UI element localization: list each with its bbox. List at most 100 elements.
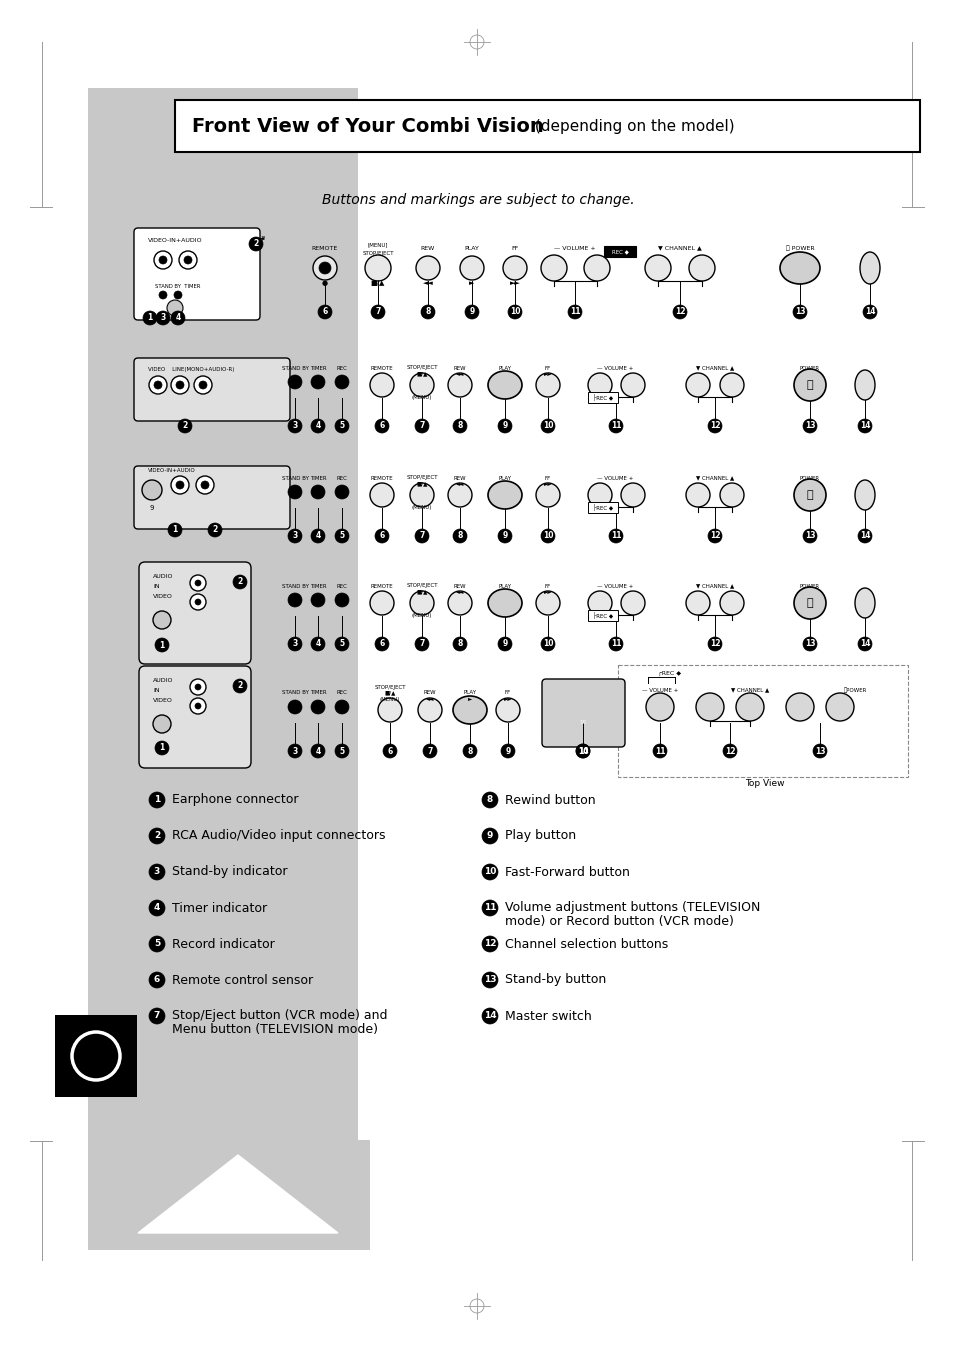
Text: REW: REW [454, 476, 466, 480]
Ellipse shape [488, 481, 521, 510]
Circle shape [481, 972, 497, 988]
Text: PLAY: PLAY [498, 476, 511, 480]
Text: 12: 12 [674, 307, 684, 317]
Circle shape [193, 376, 212, 394]
Polygon shape [138, 1155, 337, 1233]
Text: FF: FF [504, 690, 511, 696]
Circle shape [370, 373, 394, 398]
Circle shape [168, 523, 182, 537]
Circle shape [645, 693, 673, 721]
Circle shape [149, 864, 165, 880]
Text: REC: REC [336, 690, 347, 696]
Circle shape [179, 251, 196, 270]
Text: TIMER: TIMER [310, 476, 326, 480]
Circle shape [685, 590, 709, 615]
Text: — VOLUME +: — VOLUME + [597, 365, 633, 371]
Text: ►: ► [469, 280, 475, 286]
Text: 12: 12 [709, 531, 720, 541]
Text: 8: 8 [467, 747, 472, 755]
Text: REMOTE: REMOTE [371, 365, 393, 371]
Circle shape [335, 528, 349, 543]
Text: ►►: ►► [543, 372, 552, 376]
Text: ●: ● [321, 280, 328, 286]
Circle shape [857, 419, 871, 433]
Circle shape [288, 593, 302, 607]
Circle shape [311, 419, 325, 433]
Circle shape [311, 528, 325, 543]
Circle shape [149, 1008, 165, 1024]
Text: ⏻: ⏻ [806, 380, 813, 390]
Circle shape [793, 586, 825, 619]
Text: 1: 1 [159, 744, 165, 752]
Text: RCA Audio/Video input connectors: RCA Audio/Video input connectors [172, 829, 385, 842]
Ellipse shape [488, 589, 521, 617]
Text: Front View of Your Combi Vision: Front View of Your Combi Vision [192, 116, 543, 136]
Text: STOP/EJECT: STOP/EJECT [362, 251, 394, 256]
Circle shape [576, 744, 589, 758]
Circle shape [644, 255, 670, 280]
Text: 4: 4 [315, 639, 320, 648]
Text: 10: 10 [578, 747, 588, 755]
Circle shape [422, 744, 436, 758]
Text: PLAY: PLAY [498, 365, 511, 371]
Bar [88, 88, 357, 1233]
Bar [587, 611, 618, 621]
Text: 9: 9 [469, 307, 475, 317]
Circle shape [540, 638, 555, 651]
Text: Stop/Eject button (VCR mode) and: Stop/Eject button (VCR mode) and [172, 1010, 387, 1023]
Text: 13: 13 [794, 307, 804, 317]
Text: 6: 6 [379, 422, 384, 430]
Circle shape [382, 744, 396, 758]
Text: mode) or Record button (VCR mode): mode) or Record button (VCR mode) [504, 915, 733, 929]
Circle shape [502, 256, 526, 280]
Text: ◄◄: ◄◄ [425, 697, 434, 701]
Circle shape [153, 251, 172, 270]
Circle shape [149, 793, 165, 807]
Text: PLAY: PLAY [464, 245, 479, 251]
Circle shape [375, 638, 389, 651]
Text: 8: 8 [456, 422, 462, 430]
Circle shape [410, 483, 434, 507]
Text: 1: 1 [159, 640, 165, 650]
Circle shape [194, 704, 201, 709]
Text: 9: 9 [502, 422, 507, 430]
Circle shape [288, 700, 302, 714]
Text: Channel selection buttons: Channel selection buttons [504, 937, 667, 950]
Circle shape [825, 693, 853, 721]
Text: 12: 12 [709, 422, 720, 430]
Circle shape [620, 590, 644, 615]
Text: 5: 5 [339, 639, 344, 648]
Text: Volume adjustment buttons (TELEVISION: Volume adjustment buttons (TELEVISION [504, 902, 760, 914]
Circle shape [857, 638, 871, 651]
FancyBboxPatch shape [139, 562, 251, 665]
Circle shape [195, 476, 213, 493]
Circle shape [685, 483, 709, 507]
Text: 9: 9 [150, 506, 154, 511]
Text: 4: 4 [175, 314, 180, 322]
Text: ├REC ◆: ├REC ◆ [593, 503, 613, 511]
Text: 11: 11 [569, 307, 579, 317]
Text: 4: 4 [315, 531, 320, 541]
Text: 3: 3 [160, 314, 166, 322]
Circle shape [178, 419, 192, 433]
Circle shape [793, 369, 825, 400]
Circle shape [288, 744, 302, 758]
Text: ■/▲: ■/▲ [384, 690, 395, 696]
Circle shape [149, 972, 165, 988]
Circle shape [154, 638, 169, 652]
Circle shape [481, 793, 497, 807]
Text: ├REC ◆: ├REC ◆ [593, 394, 613, 400]
Text: PLAY: PLAY [463, 690, 476, 696]
Text: 14: 14 [859, 531, 869, 541]
Text: 8: 8 [486, 795, 493, 805]
Circle shape [652, 744, 666, 758]
Text: 8: 8 [456, 639, 462, 648]
Circle shape [536, 590, 559, 615]
Circle shape [317, 305, 332, 319]
Text: REC: REC [336, 476, 347, 480]
Text: — VOLUME +: — VOLUME + [554, 245, 596, 251]
Circle shape [335, 593, 349, 607]
Text: 5: 5 [339, 531, 344, 541]
Text: ►: ► [467, 697, 472, 701]
Circle shape [802, 638, 816, 651]
